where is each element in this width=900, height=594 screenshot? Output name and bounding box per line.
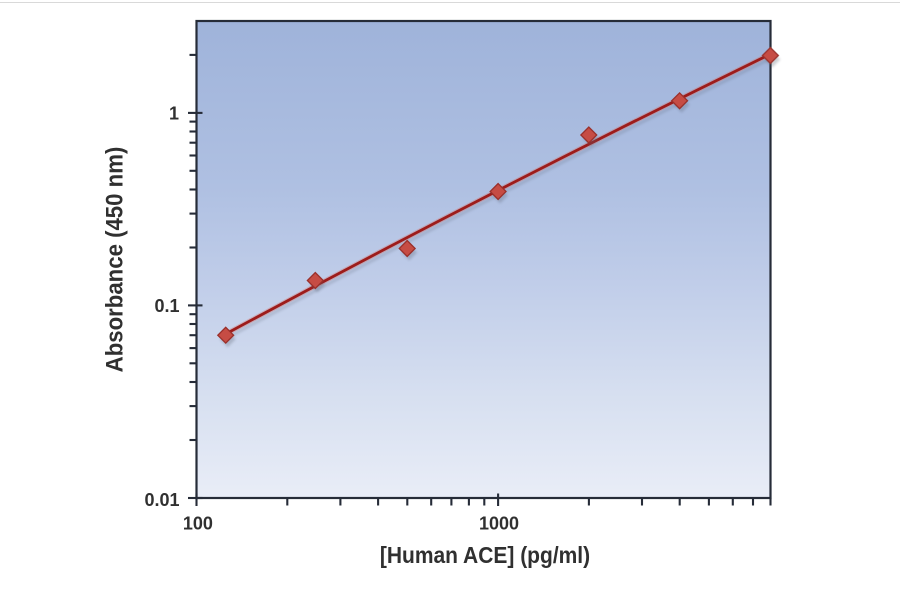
svg-text:[Human ACE] (pg/ml): [Human ACE] (pg/ml) — [380, 542, 590, 568]
svg-text:1000: 1000 — [479, 514, 519, 534]
svg-text:Absorbance (450 nm): Absorbance (450 nm) — [101, 147, 128, 373]
svg-text:0.1: 0.1 — [154, 296, 179, 316]
svg-text:0.01: 0.01 — [144, 490, 179, 510]
svg-text:1: 1 — [169, 104, 179, 124]
svg-text:100: 100 — [183, 514, 213, 534]
